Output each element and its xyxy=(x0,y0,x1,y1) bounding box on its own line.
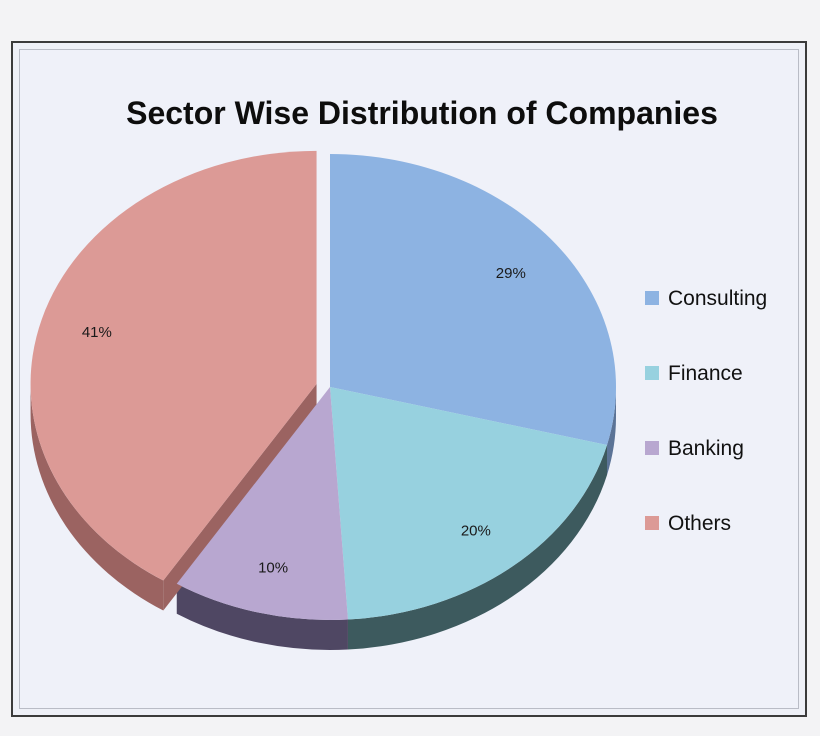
legend-swatch-finance xyxy=(645,366,659,380)
legend-swatch-others xyxy=(645,516,659,530)
pie-side-others xyxy=(30,383,164,611)
pie-side-banking xyxy=(176,583,348,650)
legend-swatch-banking xyxy=(645,441,659,455)
legend-label-finance: Finance xyxy=(668,362,743,385)
pie-data-labels: 29% 20% 10% 41% xyxy=(82,265,526,577)
data-label-consulting: 29% xyxy=(496,265,526,282)
data-label-finance: 20% xyxy=(461,523,491,540)
pie-slice-consulting xyxy=(330,154,616,445)
data-label-others: 41% xyxy=(82,324,112,341)
pie-side-consulting xyxy=(607,387,616,475)
pie-slices xyxy=(30,150,616,620)
pie-slice-finance xyxy=(330,387,608,620)
legend-swatch-consulting xyxy=(645,291,659,305)
legend-label-banking: Banking xyxy=(668,437,744,460)
pie-side-finance xyxy=(347,444,608,650)
legend-label-consulting: Consulting xyxy=(668,287,767,310)
legend: Consulting Finance Banking Others xyxy=(645,287,767,535)
legend-label-others: Others xyxy=(668,512,731,535)
data-label-banking: 10% xyxy=(258,560,288,577)
chart-title: Sector Wise Distribution of Companies xyxy=(126,95,718,131)
pie-slice-others xyxy=(30,150,317,581)
pie-slice-banking xyxy=(176,387,348,620)
